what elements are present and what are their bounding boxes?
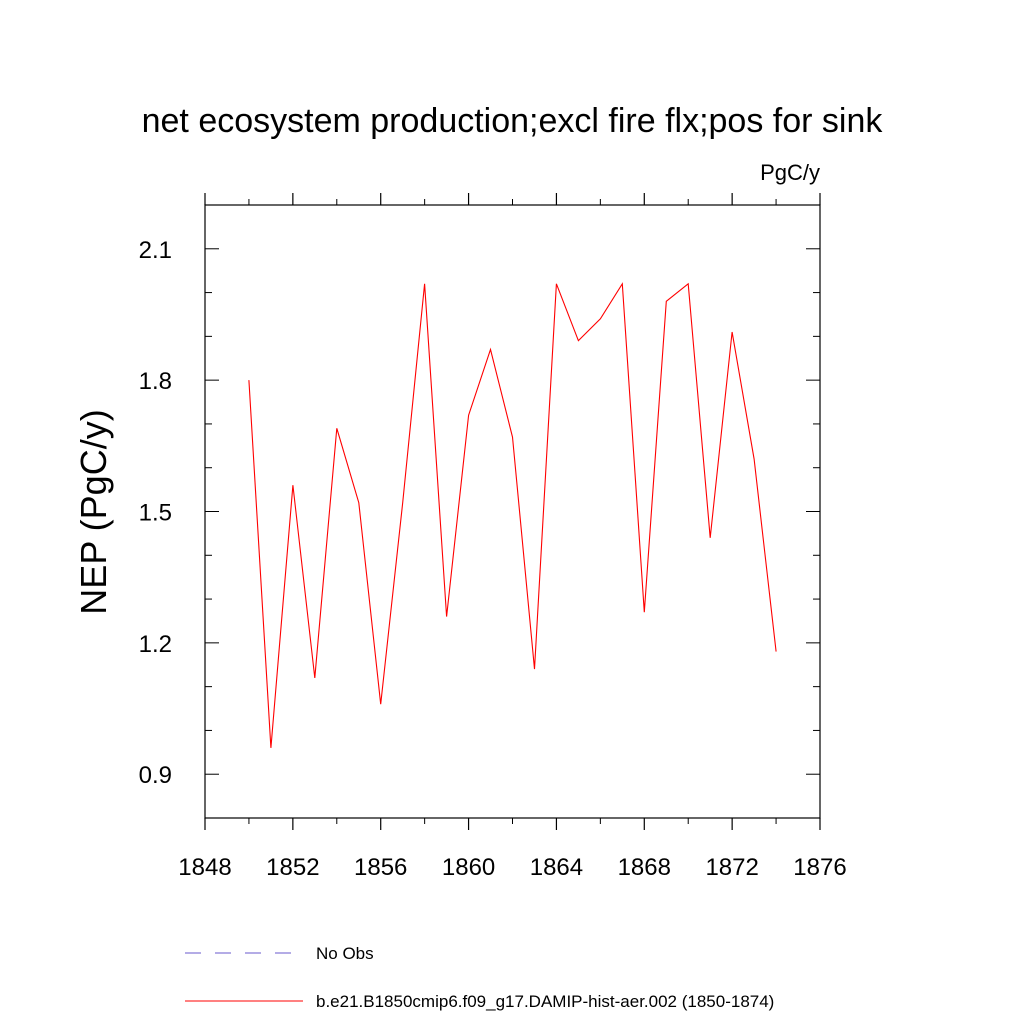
x-tick-label: 1860 — [442, 854, 495, 881]
series-layer — [248, 282, 777, 748]
legend: No Obs b.e21.B1850cmip6.f09_g17.DAMIP-hi… — [185, 944, 774, 1011]
series-line — [248, 282, 777, 748]
x-tick-label: 1876 — [793, 854, 846, 881]
x-tick-label: 1872 — [705, 854, 758, 881]
y-tick-label: 1.5 — [139, 500, 172, 527]
y-tick-label: 1.8 — [139, 368, 172, 395]
y-tick-label: 2.1 — [139, 237, 172, 264]
x-tick-label: 1864 — [530, 854, 583, 881]
y-tick-label: 1.2 — [139, 631, 172, 658]
legend-label-no-obs: No Obs — [316, 944, 374, 963]
y-axis-ticks: 0.9 1.2 1.5 1.8 2.1 — [139, 204, 820, 819]
x-axis-ticks: 1848 1852 1856 1860 1864 1868 1872 1876 — [178, 193, 847, 881]
legend-label-model: b.e21.B1850cmip6.f09_g17.DAMIP-hist-aer.… — [316, 992, 774, 1011]
x-tick-label: 1868 — [618, 854, 671, 881]
units-label: PgC/y — [760, 160, 820, 185]
chart-title: net ecosystem production;excl fire flx;p… — [142, 102, 884, 140]
x-tick-label: 1848 — [178, 854, 231, 881]
x-tick-label: 1852 — [266, 854, 319, 881]
plot-frame — [204, 204, 821, 819]
x-tick-label: 1856 — [354, 854, 407, 881]
y-axis-label: NEP (PgC/y) — [73, 409, 114, 614]
y-tick-label: 0.9 — [139, 762, 172, 789]
